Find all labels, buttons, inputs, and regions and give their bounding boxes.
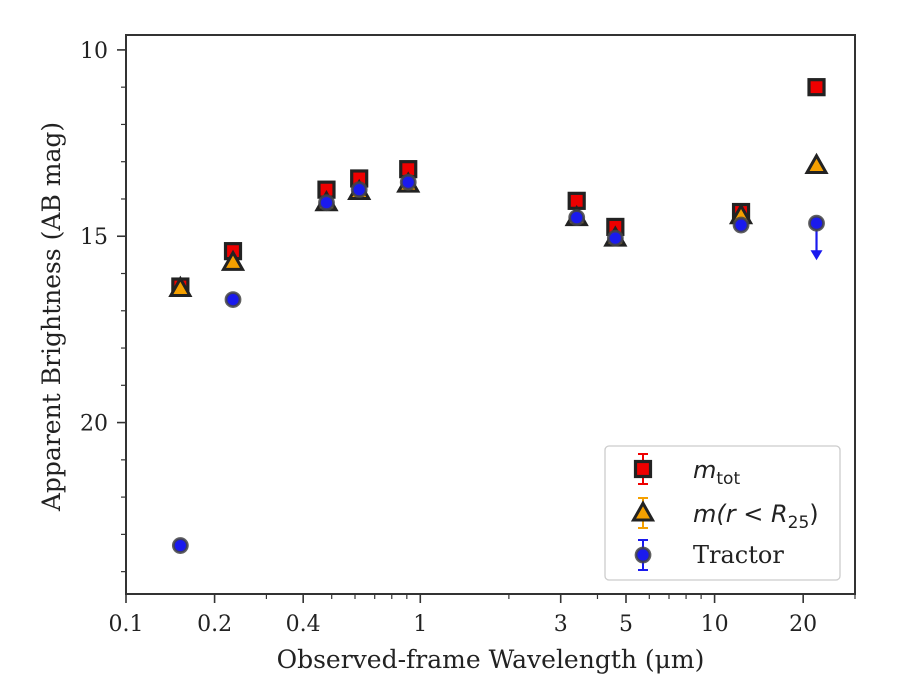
- data-point: [807, 78, 826, 97]
- legend-marker: [630, 500, 656, 522]
- legend-label-subscript: 25: [788, 513, 810, 533]
- legend-label-subscript: tot: [716, 469, 740, 489]
- data-point: [224, 291, 242, 308]
- series-triangle: [176, 159, 821, 295]
- legend-entry: m(r < R25): [638, 497, 819, 533]
- x-tick-label: 5: [619, 612, 633, 637]
- data-point: [168, 275, 193, 297]
- x-tick-label: 0.4: [286, 612, 321, 637]
- data-point: [606, 229, 624, 247]
- data-point: [399, 173, 417, 191]
- data-point: [220, 249, 246, 271]
- x-tick-label: 0.1: [109, 612, 144, 637]
- legend-box: [604, 445, 841, 581]
- y-tick-label: 15: [80, 225, 108, 250]
- data-point: [804, 152, 829, 174]
- legend-label-main: m: [693, 456, 716, 484]
- y-axis-label: Apparent Brightness (AB mag): [37, 122, 66, 512]
- legend-entry: mtot: [638, 453, 740, 489]
- plot-frame: [125, 34, 856, 595]
- legend-label: Tractor: [693, 541, 784, 569]
- x-tick-label: 3: [554, 612, 568, 637]
- y-tick-label: 10: [80, 39, 108, 64]
- x-axis-label: Observed-frame Wavelength (μm): [277, 645, 705, 674]
- data-point: [808, 214, 825, 232]
- data-point: [171, 537, 189, 554]
- legend-label-close: ): [809, 500, 818, 528]
- x-tick-label: 0.2: [197, 612, 232, 637]
- legend: mtot m(r < R25) Tractor: [604, 445, 841, 581]
- legend-label: mtot: [693, 456, 740, 489]
- legend-label: m(r < R25): [693, 500, 819, 533]
- x-tick-label: 10: [701, 612, 729, 637]
- upper-limit-arrowhead: [810, 250, 823, 261]
- legend-marker: [633, 459, 653, 479]
- data-point: [732, 216, 750, 234]
- legend-marker: [634, 546, 652, 564]
- legend-label-main: m(r < R: [693, 500, 788, 528]
- x-tick-label: 1: [413, 612, 427, 637]
- data-point: [318, 194, 335, 212]
- series-square: [176, 81, 821, 293]
- x-tick-label: 20: [789, 612, 817, 637]
- data-point: [568, 209, 586, 227]
- data-point: [350, 181, 368, 199]
- legend-entry: Tractor: [638, 539, 784, 571]
- y-tick-label: 20: [80, 412, 108, 437]
